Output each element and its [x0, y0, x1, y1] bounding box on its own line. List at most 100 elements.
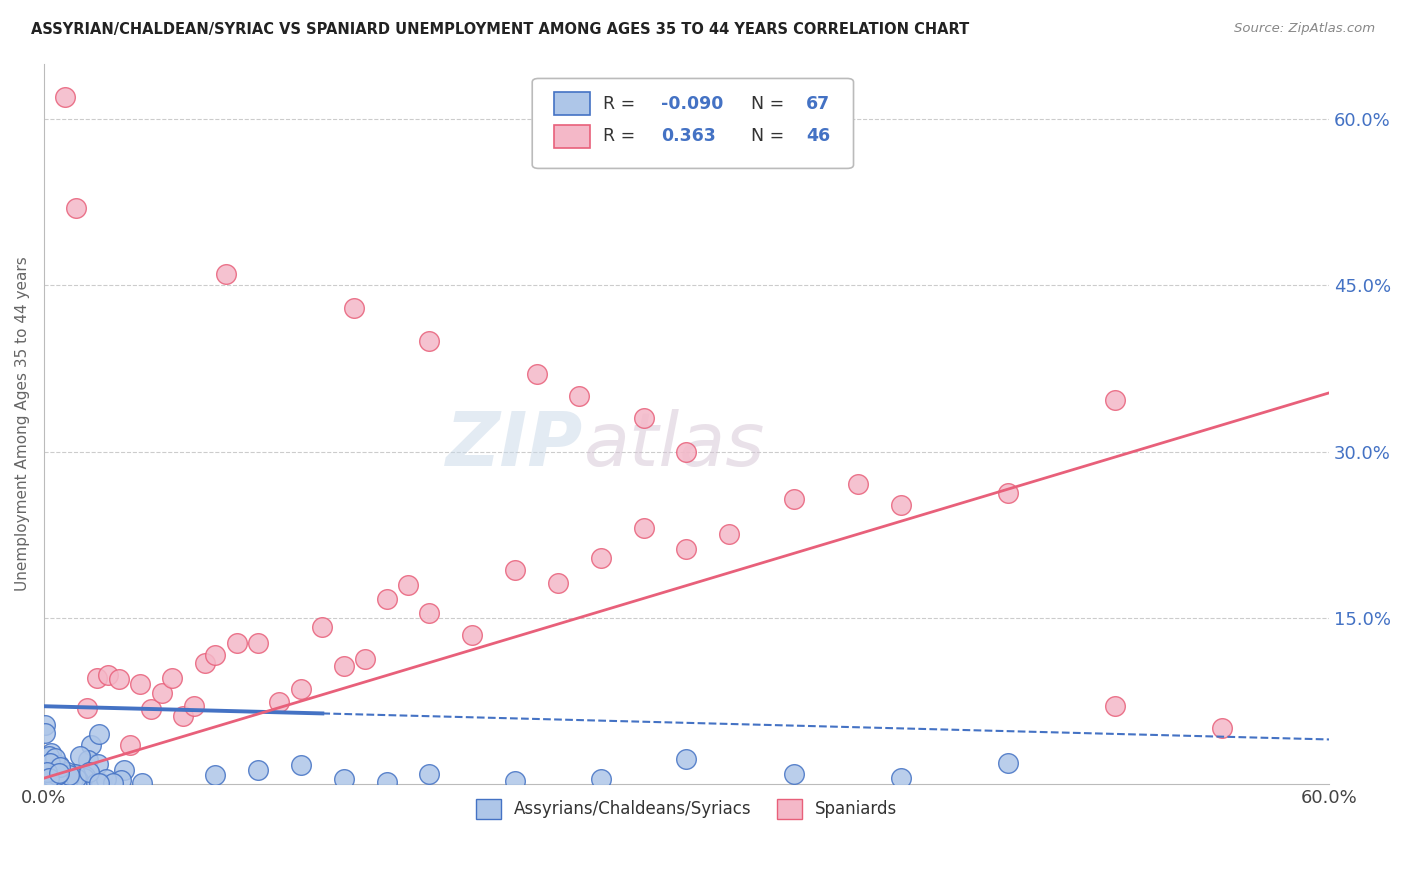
Point: [34, 718, 56, 732]
Point: [675, 444, 697, 458]
Point: [89, 776, 111, 790]
Point: [35, 765, 58, 780]
Point: [129, 677, 152, 691]
Point: [290, 758, 312, 772]
Point: [332, 659, 354, 673]
Point: [343, 301, 366, 315]
Point: [112, 764, 135, 778]
Point: [53, 90, 76, 104]
Point: [418, 334, 440, 348]
Point: [56, 772, 79, 786]
Point: [139, 701, 162, 715]
Text: N =: N =: [751, 95, 789, 112]
Point: [38, 748, 60, 763]
Point: [69, 748, 91, 763]
Point: [997, 756, 1019, 770]
Point: [215, 268, 238, 282]
Point: [86, 776, 108, 790]
Text: 46: 46: [806, 127, 830, 145]
Point: [80, 739, 103, 753]
Point: [44, 751, 66, 765]
Point: [418, 767, 440, 781]
Point: [97, 668, 120, 682]
Point: [77, 765, 100, 780]
Point: [44, 768, 66, 782]
Point: [110, 772, 132, 787]
Point: [32, 772, 55, 786]
Point: [503, 564, 526, 578]
Point: [77, 754, 100, 768]
Point: [65, 201, 87, 215]
Point: [503, 773, 526, 788]
Point: [568, 389, 591, 403]
Point: [62, 772, 84, 786]
Point: [96, 772, 118, 786]
Point: [56, 764, 79, 779]
Point: [675, 752, 697, 766]
Point: [526, 367, 548, 381]
Point: [890, 498, 912, 512]
Text: atlas: atlas: [583, 409, 765, 482]
Point: [90, 776, 112, 790]
Point: [589, 551, 612, 566]
Point: [46, 767, 69, 781]
Point: [311, 620, 333, 634]
Point: [675, 542, 697, 557]
Point: [269, 695, 291, 709]
Point: [51, 764, 73, 779]
Point: [204, 648, 226, 662]
Point: [65, 769, 87, 783]
Point: [782, 766, 804, 780]
Point: [225, 635, 247, 649]
Point: [247, 636, 270, 650]
Point: [118, 738, 141, 752]
Point: [73, 769, 96, 783]
Point: [39, 769, 62, 783]
Text: 0.363: 0.363: [661, 127, 716, 145]
Point: [418, 607, 440, 621]
Point: [547, 575, 569, 590]
Point: [41, 764, 63, 779]
Point: [718, 526, 741, 541]
Point: [782, 492, 804, 507]
Point: [35, 764, 58, 779]
Point: [131, 775, 153, 789]
Point: [48, 765, 70, 780]
Point: [247, 763, 270, 777]
Point: [38, 756, 60, 771]
Point: [45, 765, 67, 780]
Bar: [554, 92, 591, 115]
Point: [66, 772, 89, 787]
Point: [56, 772, 79, 786]
Point: [63, 767, 86, 781]
Point: [58, 776, 80, 790]
Point: [48, 757, 70, 772]
Text: R =: R =: [603, 95, 641, 112]
Point: [396, 578, 419, 592]
Text: ZIP: ZIP: [446, 409, 583, 482]
Point: [44, 772, 66, 786]
Text: 67: 67: [806, 95, 830, 112]
Point: [101, 776, 124, 790]
Point: [193, 657, 215, 671]
Bar: [554, 125, 591, 147]
Point: [39, 746, 62, 760]
Point: [86, 756, 108, 771]
Point: [172, 709, 194, 723]
Point: [49, 760, 72, 774]
Point: [332, 772, 354, 787]
Point: [86, 671, 108, 685]
Point: [38, 771, 60, 785]
Point: [38, 764, 60, 779]
Point: [58, 767, 80, 781]
Point: [45, 768, 67, 782]
Point: [589, 772, 612, 786]
Point: [150, 686, 173, 700]
Point: [1211, 722, 1233, 736]
Point: [34, 725, 56, 739]
Point: [997, 485, 1019, 500]
Point: [76, 701, 98, 715]
Point: [204, 768, 226, 782]
Point: [846, 476, 869, 491]
Text: Source: ZipAtlas.com: Source: ZipAtlas.com: [1234, 22, 1375, 36]
